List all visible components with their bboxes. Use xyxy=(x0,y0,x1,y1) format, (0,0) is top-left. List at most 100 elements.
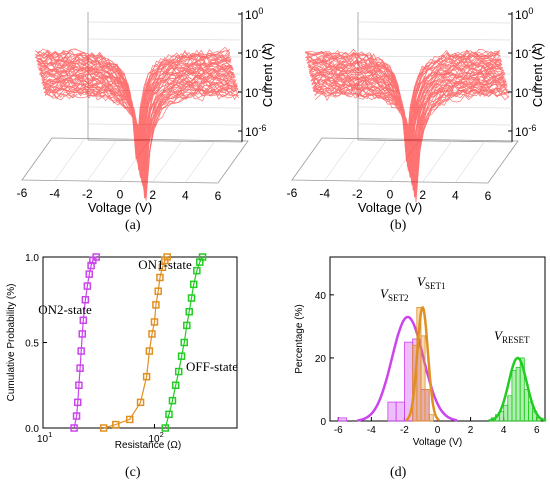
panel-c-point xyxy=(125,415,134,424)
panel-a-x-tick-label: 4 xyxy=(182,189,189,203)
panel-a-x-tick-label: 2 xyxy=(149,188,156,202)
panel-c-point xyxy=(77,347,85,355)
caption-b: (b) xyxy=(390,218,407,233)
panel-b-x-tick-label: 6 xyxy=(485,189,492,203)
panel-d-x-tick-label: 0 xyxy=(435,425,441,436)
panel-d-bar xyxy=(337,417,347,422)
panel-a-x-tick-label: -6 xyxy=(17,186,28,200)
panel-a-y-tick-label: 10-6 xyxy=(245,123,266,139)
panel-d-bar xyxy=(523,389,529,422)
panel-c-point xyxy=(81,296,90,304)
panel-d-x-tick-label: -4 xyxy=(367,425,376,436)
panel-d-x-axis-title: Voltage (V) xyxy=(413,437,462,448)
panel-b-grid-line xyxy=(357,123,513,126)
panel-a-curves xyxy=(34,46,240,201)
panel-b-y-tick-label: 10-2 xyxy=(515,45,536,61)
panel-b-x-tick-label: 0 xyxy=(387,188,394,202)
panel-d-series-label: VRESET xyxy=(494,328,530,345)
panel-a-grid-line xyxy=(87,38,243,41)
panel-c-y-tick-label: 1.0 xyxy=(25,253,39,264)
panel-d-bar xyxy=(428,414,434,422)
panel-c-point xyxy=(183,321,191,330)
panel-c-point xyxy=(189,280,198,289)
panel-c-point xyxy=(145,347,154,355)
panel-a-iv-curve xyxy=(37,59,232,168)
panel-b-y-axis-title: Current (A) xyxy=(530,43,545,107)
panel-c-point xyxy=(154,287,162,295)
panel-a-grid-line xyxy=(54,138,85,181)
panel-c-point xyxy=(152,301,160,309)
panel-d-series-label: VSET1 xyxy=(417,274,445,291)
panel-b-y-tick-label: 10-6 xyxy=(515,123,536,139)
panel-c-point xyxy=(198,253,207,261)
panel-c-point xyxy=(168,396,177,405)
panel-d-x-tick-label: 4 xyxy=(501,425,507,436)
panel-c-point xyxy=(78,330,87,338)
panel-c-point xyxy=(79,316,88,325)
panel-c-y-tick-label: 0.0 xyxy=(25,424,39,435)
panel-c-series-label: ON1-state xyxy=(138,257,192,272)
panel-c-point xyxy=(75,381,83,389)
panel-c-point xyxy=(163,253,171,261)
panel-b-grid-line xyxy=(357,138,388,182)
panel-c-point xyxy=(150,318,159,326)
panel-d-x-tick-label: 6 xyxy=(534,425,540,436)
panel-c-point xyxy=(177,352,186,360)
panel-c-point xyxy=(136,398,145,407)
panel-b-iv-curve xyxy=(314,88,510,198)
panel-c-point xyxy=(161,424,170,432)
panel-d-bar xyxy=(515,366,521,422)
panel-a-y-axis-title: Current (A) xyxy=(260,43,275,107)
panel-c-series-line xyxy=(103,256,168,429)
panel-d-y-tick-label: 0 xyxy=(320,417,326,428)
panel-c-x-tick-label: 102 xyxy=(148,430,163,445)
panel-c-point xyxy=(193,266,201,275)
panel-c-x-axis-title: Resistance (Ω) xyxy=(115,440,181,451)
caption-d: (d) xyxy=(390,465,407,480)
panel-d-bar xyxy=(424,389,430,422)
panel-d-bar xyxy=(387,401,397,422)
panel-b-x-tick-label: -6 xyxy=(287,186,298,200)
panel-d-y-axis-title: Percentage (%) xyxy=(294,304,305,373)
panel-c-series-label: ON2-state xyxy=(38,302,92,317)
panel-d-bar xyxy=(511,370,517,422)
panel-b-curves xyxy=(304,48,510,203)
panel-c-point xyxy=(148,330,156,338)
panel-a-y-tick-label: 10-4 xyxy=(245,84,266,100)
panel-a-x-tick-label: -2 xyxy=(82,187,93,201)
panel-c-point xyxy=(187,294,196,302)
panel-d-x-tick-label: -6 xyxy=(334,425,343,436)
panel-a-iv-curve xyxy=(44,90,239,197)
panel-c-point xyxy=(142,372,151,381)
panel-c-point xyxy=(76,364,84,372)
panel-d-fit-curve xyxy=(357,315,458,422)
panel-c-point xyxy=(74,398,82,407)
panel-c-point xyxy=(174,367,183,376)
panel-a-iv-curve xyxy=(44,89,240,201)
panel-a-grid-line xyxy=(185,140,216,183)
panel-b-y-tick-label: 10-4 xyxy=(515,84,536,100)
panel-b-x-axis-title: Voltage (V) xyxy=(358,200,422,215)
panel-a-x-axis-title: Voltage (V) xyxy=(88,200,152,215)
panel-a-back-floor-edge xyxy=(87,139,243,143)
panel-d-bar xyxy=(420,335,426,422)
caption-c: (c) xyxy=(125,465,141,480)
panel-c-series-label: OFF-state xyxy=(186,359,238,374)
panel-a-x-tick-label: 6 xyxy=(215,189,222,203)
panel-c-point xyxy=(83,282,92,290)
panel-c-y-axis-title: Cumulative Probability (%) xyxy=(6,284,17,402)
panel-a-grid-line xyxy=(87,123,243,126)
panel-b-grid-line xyxy=(357,38,513,41)
panel-a-y-tick-label: 10-2 xyxy=(245,45,266,61)
panel-d-bar xyxy=(503,404,509,422)
panel-c-point xyxy=(165,410,173,419)
panel-c-x-tick-label: 101 xyxy=(37,430,52,445)
panel-c-point xyxy=(112,420,120,429)
panel-b-grid-line xyxy=(357,21,513,24)
panel-a-x-tick-label: -4 xyxy=(49,187,60,201)
panel-c-point xyxy=(85,270,94,278)
panel-d-bar xyxy=(507,395,513,422)
panel-b-y-tick-label: 100 xyxy=(515,6,533,22)
panel-b-x-tick-label: -2 xyxy=(352,187,363,201)
